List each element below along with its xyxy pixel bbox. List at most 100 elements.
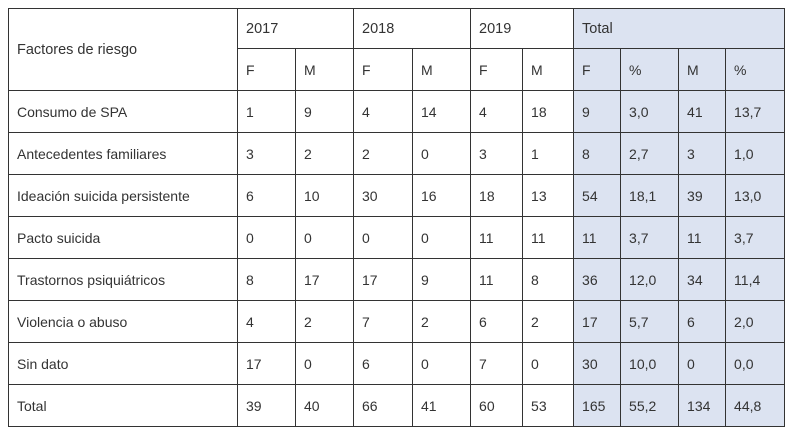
table-row: Total 39 40 66 41 60 53 165 55,2 134 44,… (8, 384, 786, 427)
cell-value: 18 (522, 90, 575, 133)
cell-value: 7 (353, 300, 414, 343)
cell-value: 17 (294, 258, 355, 301)
row-label: Ideación suicida persistente (8, 174, 238, 217)
cell-value: 8 (522, 258, 575, 301)
table-row: Violencia o abuso 4 2 7 2 6 2 17 5,7 6 2… (8, 300, 786, 343)
cell-value: 11 (522, 216, 575, 259)
cell-value: 39 (237, 384, 296, 427)
row-label: Trastornos psiquiátricos (8, 258, 238, 301)
cell-value: 53 (522, 384, 575, 427)
cell-value: 0 (294, 342, 355, 385)
cell-value: 30 (573, 342, 622, 385)
cell-value: 6 (353, 342, 414, 385)
cell-value: 4 (353, 90, 414, 133)
cell-value: 13 (522, 174, 575, 217)
cell-value: 4 (237, 300, 296, 343)
cell-value: 2 (412, 300, 472, 343)
row-label: Pacto suicida (8, 216, 238, 259)
cell-value: 13,7 (725, 90, 786, 133)
table-row: Antecedentes familiares 3 2 2 0 3 1 8 2,… (8, 132, 786, 175)
cell-value: 1 (522, 132, 575, 175)
cell-value: 18 (470, 174, 524, 217)
cell-value: 0 (353, 216, 414, 259)
header-group-row: Factores de riesgo 2017 2018 2019 Total (8, 8, 786, 91)
year-header-2018: 2018 (353, 8, 472, 49)
cell-value: 30 (353, 174, 414, 217)
cell-value: 3,7 (725, 216, 786, 259)
cell-value: 3,7 (620, 216, 680, 259)
cell-value: 41 (412, 384, 472, 427)
cell-value: 2 (353, 132, 414, 175)
cell-value: 11 (678, 216, 727, 259)
row-label: Antecedentes familiares (8, 132, 238, 175)
cell-value: 9 (294, 90, 355, 133)
cell-value: 17 (573, 300, 622, 343)
table-row: Sin dato 17 0 6 0 7 0 30 10,0 0 0,0 (8, 342, 786, 385)
cell-value: 1,0 (725, 132, 786, 175)
cell-value: 66 (353, 384, 414, 427)
subheader-2018-f: F (353, 48, 414, 91)
cell-value: 11 (470, 216, 524, 259)
cell-value: 44,8 (725, 384, 786, 427)
cell-value: 41 (678, 90, 727, 133)
cell-value: 6 (470, 300, 524, 343)
cell-value: 165 (573, 384, 622, 427)
year-header-2019: 2019 (470, 8, 575, 49)
cell-value: 0 (412, 342, 472, 385)
table-row: Consumo de SPA 1 9 4 14 4 18 9 3,0 41 13… (8, 90, 786, 133)
risk-factors-table: Factores de riesgo 2017 2018 2019 Total … (8, 8, 786, 427)
cell-value: 2 (522, 300, 575, 343)
cell-value: 55,2 (620, 384, 680, 427)
total-header: Total (573, 8, 786, 49)
cell-value: 10 (294, 174, 355, 217)
subheader-total-f: F (573, 48, 622, 91)
subheader-2019-m: M (522, 48, 575, 91)
cell-value: 40 (294, 384, 355, 427)
header-sub-row: F M F M F M F % M % (9, 48, 786, 91)
cell-value: 0 (678, 342, 727, 385)
cell-value: 0 (294, 216, 355, 259)
cell-value: 0 (237, 216, 296, 259)
cell-value: 11,4 (725, 258, 786, 301)
cell-value: 8 (573, 132, 622, 175)
cell-value: 134 (678, 384, 727, 427)
cell-value: 17 (237, 342, 296, 385)
cell-value: 0 (522, 342, 575, 385)
cell-value: 3 (678, 132, 727, 175)
subheader-2018-m: M (412, 48, 472, 91)
row-label: Consumo de SPA (8, 90, 238, 133)
subheader-2019-f: F (470, 48, 524, 91)
subheader-total-m: M (678, 48, 727, 91)
row-label: Violencia o abuso (8, 300, 238, 343)
cell-value: 4 (470, 90, 524, 133)
cell-value: 17 (353, 258, 414, 301)
table-row: Trastornos psiquiátricos 8 17 17 9 11 8 … (8, 258, 786, 301)
cell-value: 8 (237, 258, 296, 301)
cell-value: 9 (412, 258, 472, 301)
cell-value: 16 (412, 174, 472, 217)
cell-value: 3,0 (620, 90, 680, 133)
table-row: Pacto suicida 0 0 0 0 11 11 11 3,7 11 3,… (8, 216, 786, 259)
cell-value: 6 (678, 300, 727, 343)
subheader-2017-m: M (294, 48, 355, 91)
cell-value: 39 (678, 174, 727, 217)
cell-value: 18,1 (620, 174, 680, 217)
cell-value: 3 (237, 132, 296, 175)
table-row: Ideación suicida persistente 6 10 30 16 … (8, 174, 786, 217)
cell-value: 9 (573, 90, 622, 133)
cell-value: 2 (294, 132, 355, 175)
row-label: Sin dato (8, 342, 238, 385)
subheader-2017-f: F (237, 48, 296, 91)
cell-value: 36 (573, 258, 622, 301)
cell-value: 14 (412, 90, 472, 133)
cell-value: 1 (237, 90, 296, 133)
subheader-total-pm: % (725, 48, 786, 91)
table-body: Consumo de SPA 1 9 4 14 4 18 9 3,0 41 13… (8, 90, 786, 427)
cell-value: 2 (294, 300, 355, 343)
cell-value: 34 (678, 258, 727, 301)
cell-value: 5,7 (620, 300, 680, 343)
cell-value: 11 (470, 258, 524, 301)
table-header: Factores de riesgo 2017 2018 2019 Total … (8, 8, 786, 91)
year-header-2017: 2017 (236, 8, 355, 49)
